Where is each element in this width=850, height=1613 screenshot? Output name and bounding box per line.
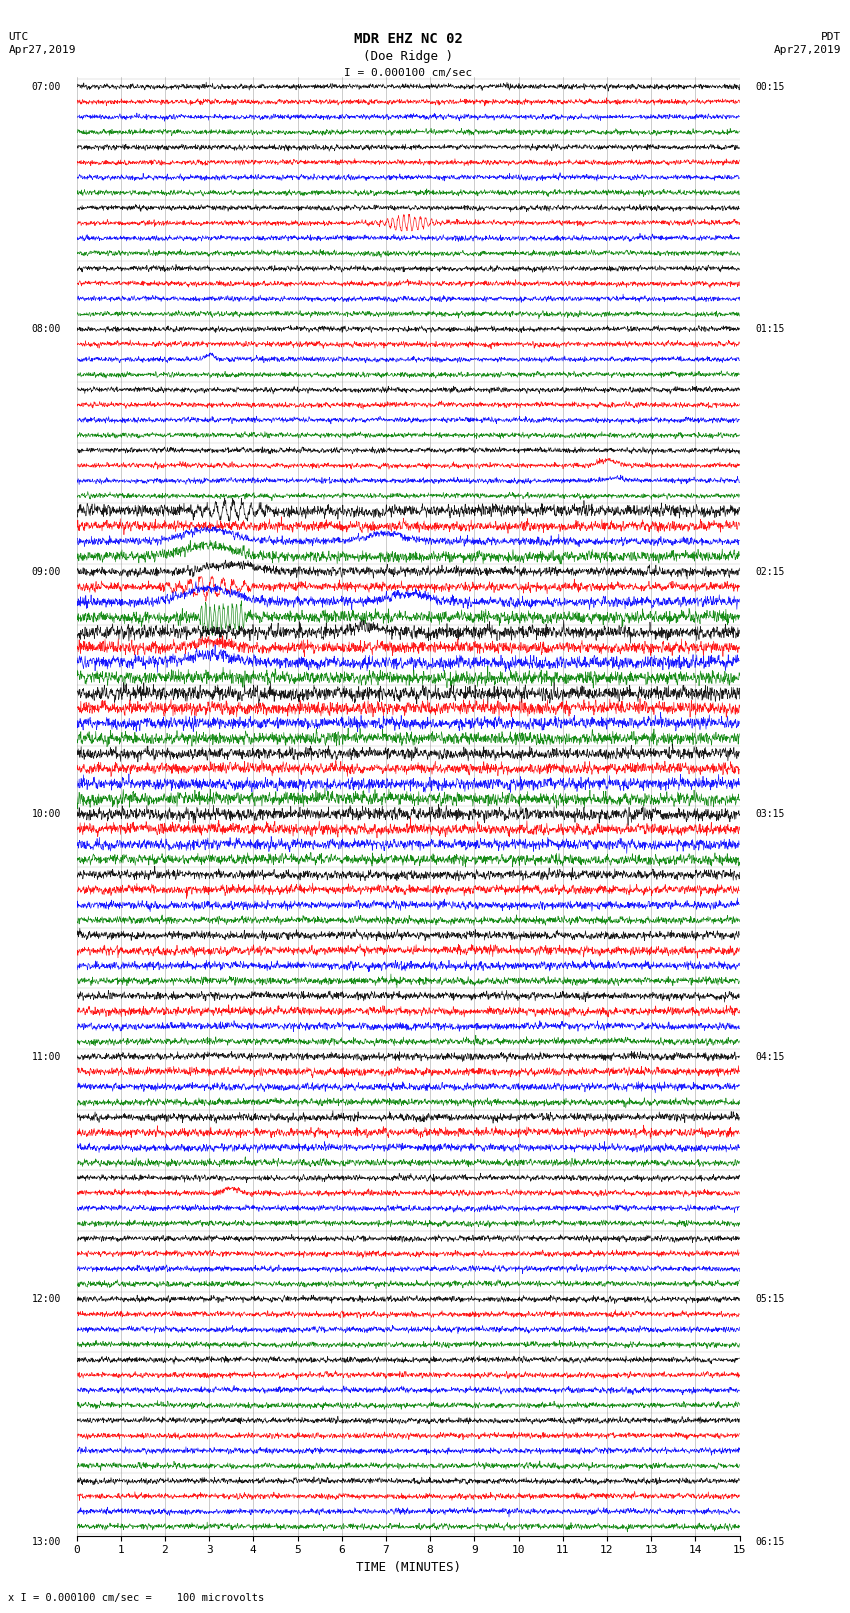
Text: 02:15: 02:15 xyxy=(755,566,785,576)
Text: I = 0.000100 cm/sec: I = 0.000100 cm/sec xyxy=(344,68,472,77)
Text: 13:00: 13:00 xyxy=(31,1537,61,1547)
Text: 08:00: 08:00 xyxy=(31,324,61,334)
X-axis label: TIME (MINUTES): TIME (MINUTES) xyxy=(355,1561,461,1574)
Text: 10:00: 10:00 xyxy=(31,810,61,819)
Text: (Doe Ridge ): (Doe Ridge ) xyxy=(363,50,453,63)
Text: MDR EHZ NC 02: MDR EHZ NC 02 xyxy=(354,32,462,47)
Text: 07:00: 07:00 xyxy=(31,82,61,92)
Text: 03:15: 03:15 xyxy=(755,810,785,819)
Text: 06:15: 06:15 xyxy=(755,1537,785,1547)
Text: x I = 0.000100 cm/sec =    100 microvolts: x I = 0.000100 cm/sec = 100 microvolts xyxy=(8,1594,264,1603)
Text: 05:15: 05:15 xyxy=(755,1294,785,1305)
Text: Apr27,2019: Apr27,2019 xyxy=(774,45,842,55)
Text: 11:00: 11:00 xyxy=(31,1052,61,1061)
Text: Apr27,2019: Apr27,2019 xyxy=(8,45,76,55)
Text: 12:00: 12:00 xyxy=(31,1294,61,1305)
Text: UTC: UTC xyxy=(8,32,29,42)
Text: 04:15: 04:15 xyxy=(755,1052,785,1061)
Text: PDT: PDT xyxy=(821,32,842,42)
Text: 09:00: 09:00 xyxy=(31,566,61,576)
Text: 01:15: 01:15 xyxy=(755,324,785,334)
Text: 00:15: 00:15 xyxy=(755,82,785,92)
